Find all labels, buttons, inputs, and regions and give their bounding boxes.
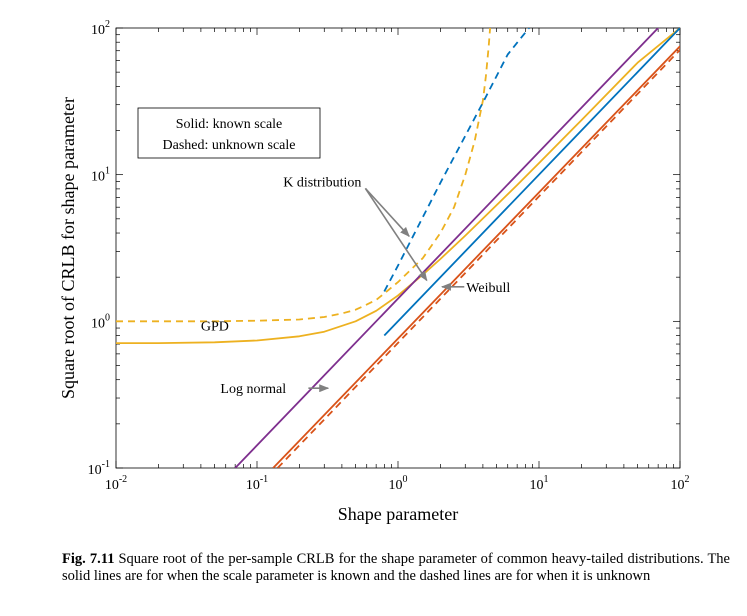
y-tick-label: 101	[91, 166, 110, 185]
annotation-arrow	[364, 187, 410, 238]
x-tick-label: 10-1	[246, 474, 268, 493]
series-k-distribution-solid	[383, 28, 680, 337]
series-weibull-solid	[272, 45, 680, 468]
annotations: GPD K distribution Weibull Log normal	[201, 175, 510, 397]
legend-box: Solid: known scale Dashed: unknown scale	[137, 107, 321, 159]
annotation-gpd: GPD	[201, 319, 229, 334]
series-k-distribution-dashed	[383, 28, 530, 292]
y-axis-label: Square root of CRLB for shape parameter	[58, 97, 78, 399]
annotation-weibull: Weibull	[466, 281, 510, 296]
series-layer	[116, 28, 680, 468]
figure-caption: Fig. 7.11 Square root of the per-sample C…	[62, 551, 730, 585]
plot-area	[115, 27, 681, 469]
caption-text: Square root of the per-sample CRLB for t…	[62, 551, 730, 584]
caption-label: Fig. 7.11	[62, 551, 115, 567]
legend-line-2: Dashed: unknown scale	[163, 138, 296, 153]
series-gpd-dashed	[116, 28, 491, 323]
x-tick-label: 10-2	[105, 474, 127, 493]
x-axis-label: Shape parameter	[338, 504, 458, 524]
y-tick-label: 100	[91, 312, 110, 331]
legend-line-1: Solid: known scale	[176, 117, 283, 132]
annotation-arrow	[364, 187, 428, 282]
series-weibull-dashed	[276, 49, 680, 468]
x-tick-label: 101	[530, 474, 549, 493]
y-tick-label: 102	[91, 19, 110, 38]
annotation-log-normal: Log normal	[220, 382, 286, 397]
x-tick-label: 102	[671, 474, 690, 493]
axis-ticks	[115, 27, 681, 469]
annotation-k-distribution: K distribution	[283, 175, 361, 190]
x-tick-label: 100	[389, 474, 408, 493]
series-log-normal-solid	[234, 28, 660, 468]
y-tick-label: 10-1	[88, 459, 110, 478]
